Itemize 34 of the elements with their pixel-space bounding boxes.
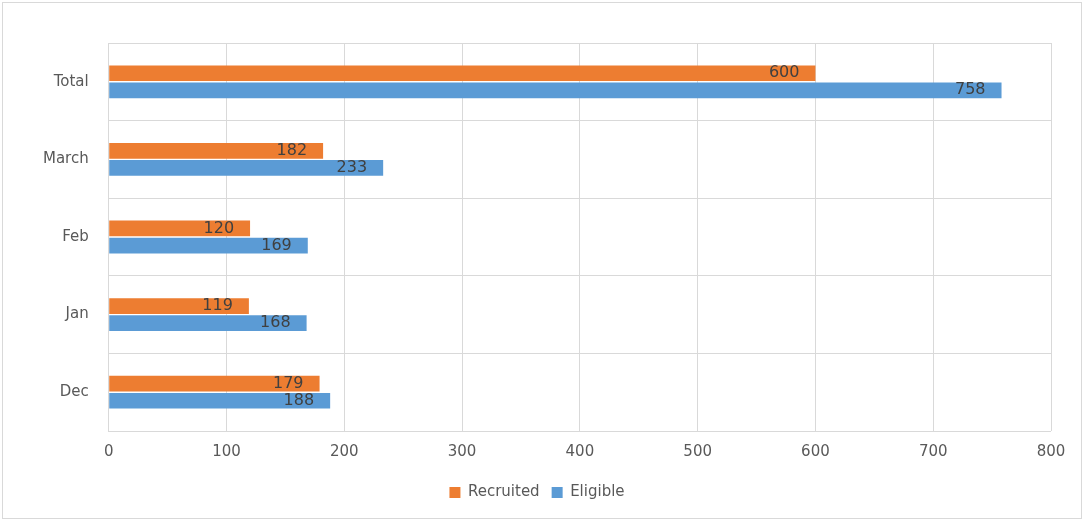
data-label: 233 <box>336 157 368 177</box>
x-tick-label: 300 <box>447 441 477 460</box>
data-label: 182 <box>276 140 308 160</box>
data-label: 169 <box>261 234 292 254</box>
data-label: 120 <box>203 217 235 237</box>
x-tick-label: 400 <box>565 441 595 460</box>
bar <box>109 82 1002 99</box>
bar <box>109 298 249 314</box>
x-tick-label: 0 <box>103 441 114 460</box>
x-tick-label: 100 <box>212 441 241 460</box>
y-tick-label: March <box>42 149 89 168</box>
y-tick-label: Feb <box>62 226 89 245</box>
data-label: 168 <box>260 312 291 332</box>
y-tick-label: Jan <box>64 304 89 323</box>
y-tick-label: Dec <box>59 382 89 401</box>
x-tick-label: 500 <box>683 441 712 460</box>
legend-label: Recruited <box>467 482 540 501</box>
x-tick-label: 600 <box>801 441 830 460</box>
data-label: 179 <box>273 372 304 392</box>
x-tick-label: 200 <box>329 441 359 460</box>
data-label: 600 <box>768 62 800 82</box>
data-label: 119 <box>202 295 233 315</box>
bar <box>109 65 816 82</box>
bar <box>109 375 320 392</box>
data-label: 758 <box>954 79 986 99</box>
x-tick-label: 800 <box>1036 441 1066 460</box>
bar <box>109 160 384 176</box>
bar <box>109 143 324 159</box>
bar <box>109 392 331 409</box>
x-tick-label: 700 <box>918 441 948 460</box>
y-tick-label: Total <box>52 71 89 90</box>
bar <box>109 315 307 331</box>
legend-label: Eligible <box>570 482 625 501</box>
data-label: 188 <box>283 389 315 409</box>
